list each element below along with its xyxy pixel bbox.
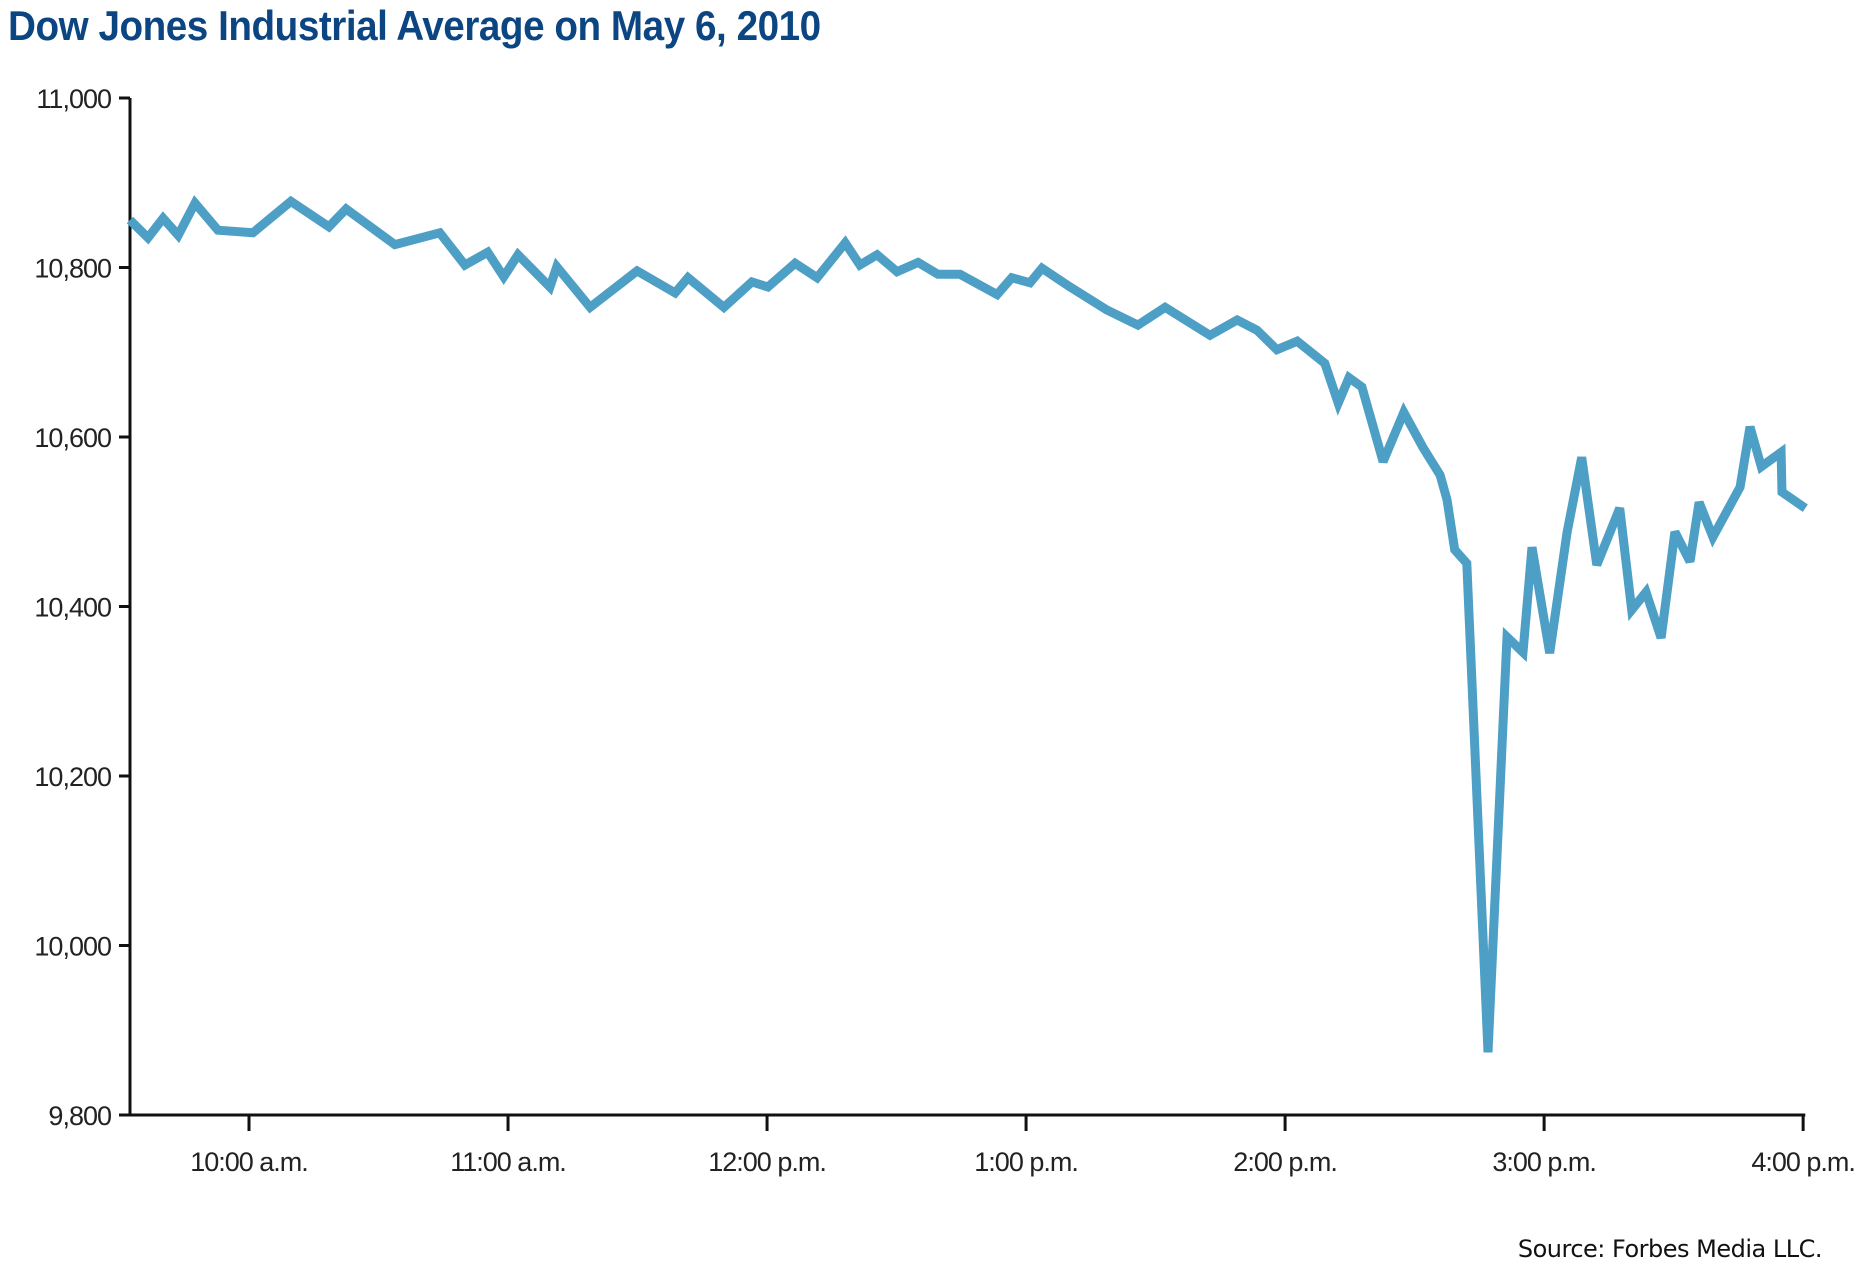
y-axis: 9,800 10,000 10,200 10,400 10,600 10,800 11,00… (34, 84, 132, 1131)
y-tick-label: 9,800 (48, 1101, 111, 1131)
y-tick-label: 10,600 (34, 423, 111, 453)
x-tick-label: 4:00 p.m. (1751, 1147, 1855, 1177)
x-tick-label: 11:00 a.m. (450, 1147, 566, 1177)
djia-series-line (126, 195, 1808, 1053)
x-tick-label: 2:00 p.m. (1233, 1147, 1337, 1177)
source-note: Source: Forbes Media LLC. (1517, 1235, 1823, 1263)
x-tick-label: 3:00 p.m. (1492, 1147, 1596, 1177)
y-tick-label: 10,800 (34, 254, 111, 284)
chart-title: Dow Jones Industrial Average on May 6, 2… (8, 2, 821, 49)
y-tick-label: 11,000 (36, 84, 111, 114)
x-tick-label: 12:00 p.m. (708, 1147, 826, 1177)
y-tick-label: 10,400 (34, 593, 111, 623)
x-axis: 10:00 a.m. 11:00 a.m. 12:00 p.m. 1:00 p.m. 2… (128, 1113, 1856, 1177)
x-tick-label: 1:00 p.m. (974, 1147, 1078, 1177)
y-tick-label: 10,000 (34, 932, 111, 962)
x-tick-label: 10:00 a.m. (190, 1147, 308, 1177)
y-tick-label: 10,200 (34, 762, 111, 792)
